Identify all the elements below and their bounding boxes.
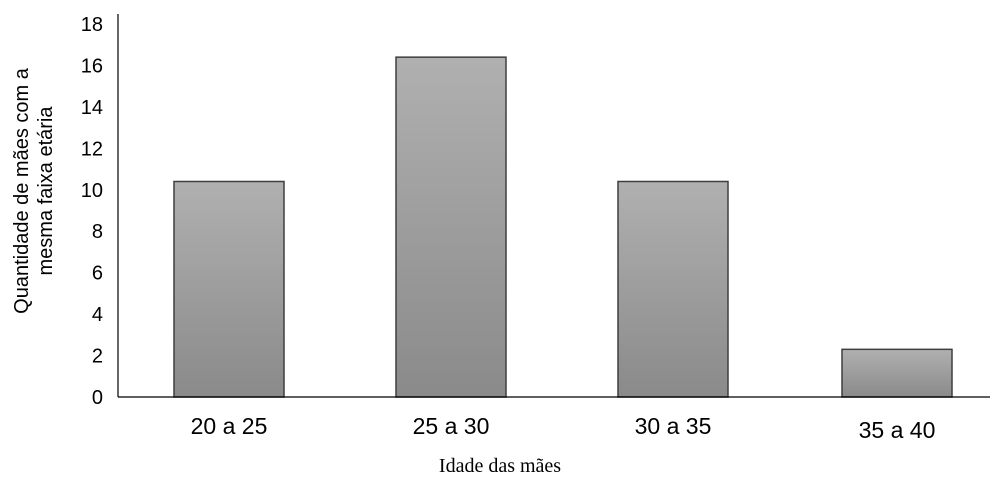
y-tick-label: 16 — [81, 55, 103, 77]
y-axis-title: Quantidade de mães com a mesma faixa etá… — [11, 67, 57, 314]
x-category-label: 35 a 40 — [859, 417, 936, 443]
bar-35-a-40 — [841, 348, 953, 398]
y-tick-label: 10 — [81, 180, 103, 202]
y-tick-label: 6 — [92, 263, 103, 285]
y-tick-label: 14 — [81, 97, 103, 119]
x-category-label: 30 a 35 — [635, 413, 712, 439]
y-tick-label: 2 — [92, 346, 103, 368]
y-tick-label: 12 — [81, 138, 103, 160]
y-tick-label: 8 — [92, 221, 103, 243]
y-axis-title-line-2: mesma faixa etária — [35, 106, 57, 276]
y-tick-label: 4 — [92, 304, 103, 326]
y-axis-tick-labels: 0 2 4 6 8 10 12 14 16 18 — [81, 14, 103, 409]
bar-20-a-25 — [173, 180, 285, 398]
x-category-label: 20 a 25 — [191, 413, 268, 439]
y-axis-title-line-1: Quantidade de mães com a — [11, 67, 33, 314]
x-category-label: 25 a 30 — [413, 413, 490, 439]
bar-25-a-30 — [395, 56, 507, 398]
bars — [173, 56, 953, 398]
y-tick-label: 0 — [92, 387, 103, 409]
y-tick-label: 18 — [81, 14, 103, 36]
bar-30-a-35 — [617, 180, 729, 398]
x-axis-title: Idade das mães — [439, 455, 561, 477]
x-axis-category-labels: 20 a 25 25 a 30 30 a 35 35 a 40 — [191, 413, 936, 443]
